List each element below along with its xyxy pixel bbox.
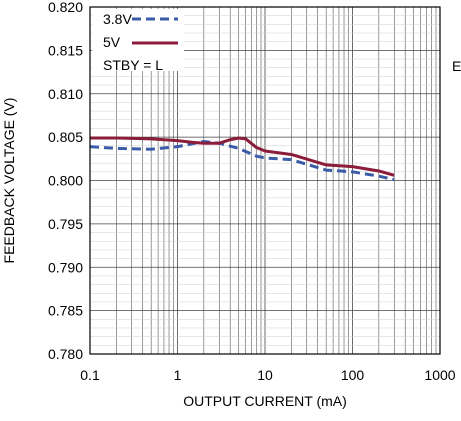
cropped-side-text: E xyxy=(452,58,461,74)
legend-label-5v: 5V xyxy=(103,34,121,50)
tick-labels: 0.1 1 10 100 1000 0.780 0.785 0.790 0.795 0.800 0.… xyxy=(48,0,456,383)
legend-note-stby: STBY = L xyxy=(103,57,163,73)
x-tick-label: 10 xyxy=(257,367,273,383)
legend: 3.8V 5V STBY = L xyxy=(92,9,184,73)
y-tick-label: 0.805 xyxy=(48,129,83,145)
series-line-5v xyxy=(90,136,395,177)
y-tick-label: 0.815 xyxy=(48,42,83,58)
y-axis-title: FEEDBACK VOLTAGE (V) xyxy=(1,98,17,264)
series-line-3-8v xyxy=(89,139,395,182)
x-tick-label: 1000 xyxy=(424,367,455,383)
y-tick-label: 0.800 xyxy=(48,173,83,189)
x-tick-label: 1 xyxy=(174,367,182,383)
plot-frame xyxy=(89,6,441,355)
y-tick-label: 0.785 xyxy=(48,303,83,319)
y-tick-label: 0.780 xyxy=(48,346,83,362)
series-lines xyxy=(89,136,395,182)
y-tick-label: 0.795 xyxy=(48,216,83,232)
x-tick-label: 100 xyxy=(341,367,365,383)
y-tick-label: 0.790 xyxy=(48,259,83,275)
y-tick-label: 0.820 xyxy=(48,0,83,15)
y-tick-label: 0.810 xyxy=(48,86,83,102)
legend-label-3-8v: 3.8V xyxy=(103,11,132,27)
x-tick-label: 0.1 xyxy=(80,367,100,383)
x-axis-title: OUTPUT CURRENT (mA) xyxy=(183,393,347,409)
